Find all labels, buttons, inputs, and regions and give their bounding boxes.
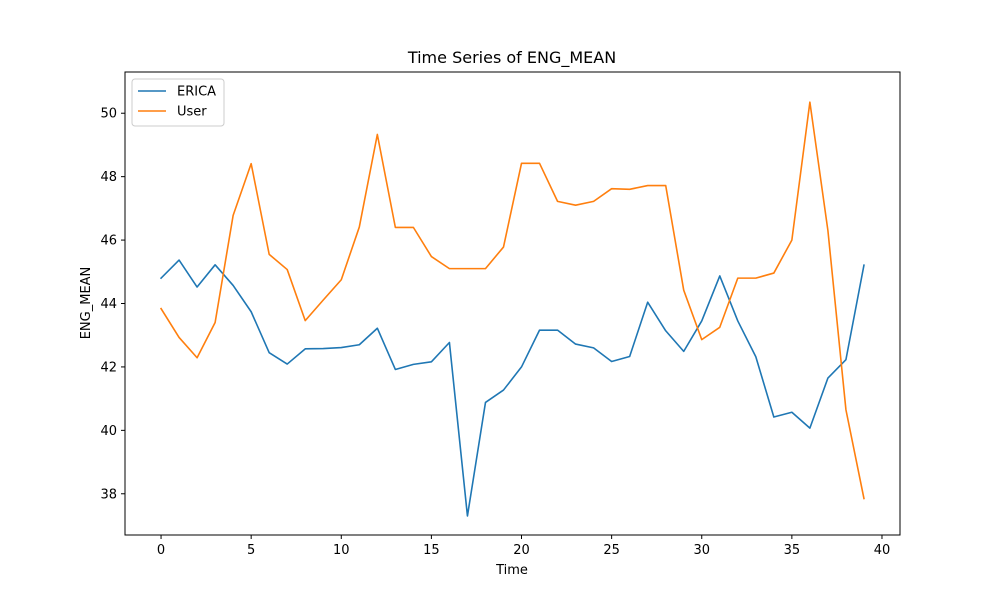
y-tick-label: 42 [100,360,117,375]
x-axis-ticks: 0 5 10 15 20 25 30 35 40 [157,535,890,558]
y-tick-label: 44 [100,297,117,312]
series-layer [159,101,865,517]
series-line-user [159,101,865,500]
chart-title: Time Series of ENG_MEAN [407,48,616,68]
legend: ERICA User [131,78,225,127]
x-axis-label: Time [495,563,528,578]
x-tick-label: 30 [693,543,710,558]
y-tick-label: 40 [100,424,117,439]
x-tick-label: 40 [874,543,891,558]
x-tick-label: 25 [603,543,620,558]
y-tick-label: 50 [100,107,117,122]
y-tick-label: 48 [100,170,117,185]
y-axis-ticks: 38 40 42 44 46 48 50 [100,107,125,502]
x-tick-label: 5 [247,543,255,558]
x-tick-label: 35 [784,543,801,558]
y-tick-label: 46 [100,234,117,249]
plot-background [125,72,900,535]
legend-label-user: User [177,105,207,120]
y-tick-label: 38 [100,487,117,502]
series-line-erica [159,259,865,517]
x-tick-label: 0 [157,543,165,558]
legend-label-erica: ERICA [177,85,216,100]
x-tick-label: 20 [513,543,530,558]
x-tick-label: 10 [333,543,350,558]
y-axis-label: ENG_MEAN [79,267,94,340]
x-tick-label: 15 [423,543,440,558]
